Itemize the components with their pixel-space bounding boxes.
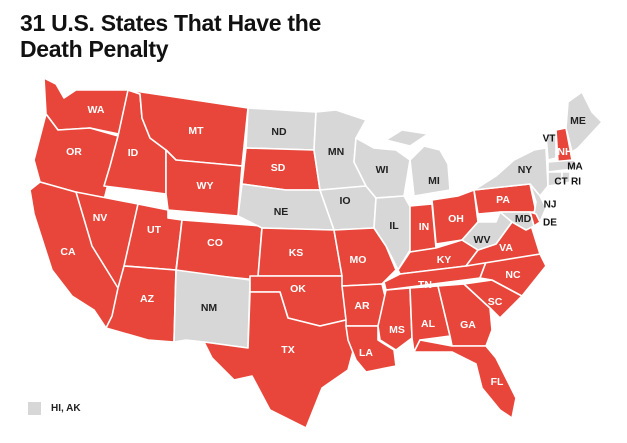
state-VT: [545, 133, 557, 161]
label-PA: PA: [496, 194, 510, 206]
label-CA: CA: [60, 246, 76, 258]
label-CT: CT: [554, 177, 567, 188]
state-FL: [413, 339, 517, 419]
label-MT: MT: [188, 125, 204, 137]
label-VA: VA: [499, 242, 513, 254]
label-AR: AR: [354, 300, 370, 312]
label-ME: ME: [570, 115, 586, 127]
label-OK: OK: [290, 283, 306, 295]
label-WI: WI: [376, 164, 389, 176]
label-MN: MN: [328, 146, 344, 158]
state-TX: [203, 291, 357, 429]
state-MA: [547, 159, 581, 173]
label-WV: WV: [474, 234, 491, 246]
label-ND: ND: [271, 126, 287, 138]
label-IN: IN: [419, 221, 430, 233]
label-OR: OR: [66, 146, 82, 158]
state-ME: [565, 91, 603, 153]
label-KY: KY: [437, 254, 452, 266]
state-SC: [463, 279, 523, 319]
label-DE: DE: [543, 218, 557, 229]
label-MS: MS: [389, 324, 405, 336]
label-SD: SD: [271, 162, 286, 174]
label-MI: MI: [428, 175, 440, 187]
state-RI: [561, 171, 571, 185]
label-CO: CO: [207, 237, 223, 249]
label-IO: IO: [339, 195, 350, 207]
label-NH: NH: [557, 146, 572, 158]
state-shapes: [29, 77, 603, 429]
legend-label: HI, AK: [51, 403, 81, 414]
label-NJ: NJ: [544, 200, 557, 211]
label-TX: TX: [281, 344, 294, 356]
state-labels: WA OR CA ID NV MT WY UT AZ CO NM ND SD N…: [60, 104, 585, 388]
state-MD: [499, 211, 535, 231]
label-NY: NY: [518, 164, 533, 176]
label-MA: MA: [567, 162, 583, 173]
map-legend: HI, AK: [28, 402, 81, 415]
label-VT: VT: [543, 134, 556, 145]
label-NM: NM: [201, 302, 218, 314]
state-MI: [385, 129, 451, 197]
label-RI: RI: [571, 177, 581, 188]
label-NE: NE: [274, 206, 289, 218]
label-AZ: AZ: [140, 293, 155, 305]
map-title: 31 U.S. States That Have the Death Penal…: [20, 10, 321, 62]
label-TN: TN: [418, 279, 432, 291]
legend-swatch-grey: [28, 402, 41, 415]
label-WY: WY: [197, 180, 214, 192]
label-SC: SC: [488, 296, 503, 308]
label-MO: MO: [350, 254, 367, 266]
label-AL: AL: [421, 318, 436, 330]
label-LA: LA: [359, 347, 373, 359]
label-KS: KS: [289, 247, 304, 259]
label-GA: GA: [460, 319, 476, 331]
label-IL: IL: [389, 220, 399, 232]
label-NC: NC: [505, 269, 521, 281]
label-OH: OH: [448, 213, 464, 225]
label-FL: FL: [491, 376, 504, 388]
label-ID: ID: [128, 147, 139, 159]
label-WA: WA: [88, 104, 105, 116]
label-MD: MD: [515, 213, 532, 225]
label-NV: NV: [93, 212, 108, 224]
label-UT: UT: [147, 224, 162, 236]
